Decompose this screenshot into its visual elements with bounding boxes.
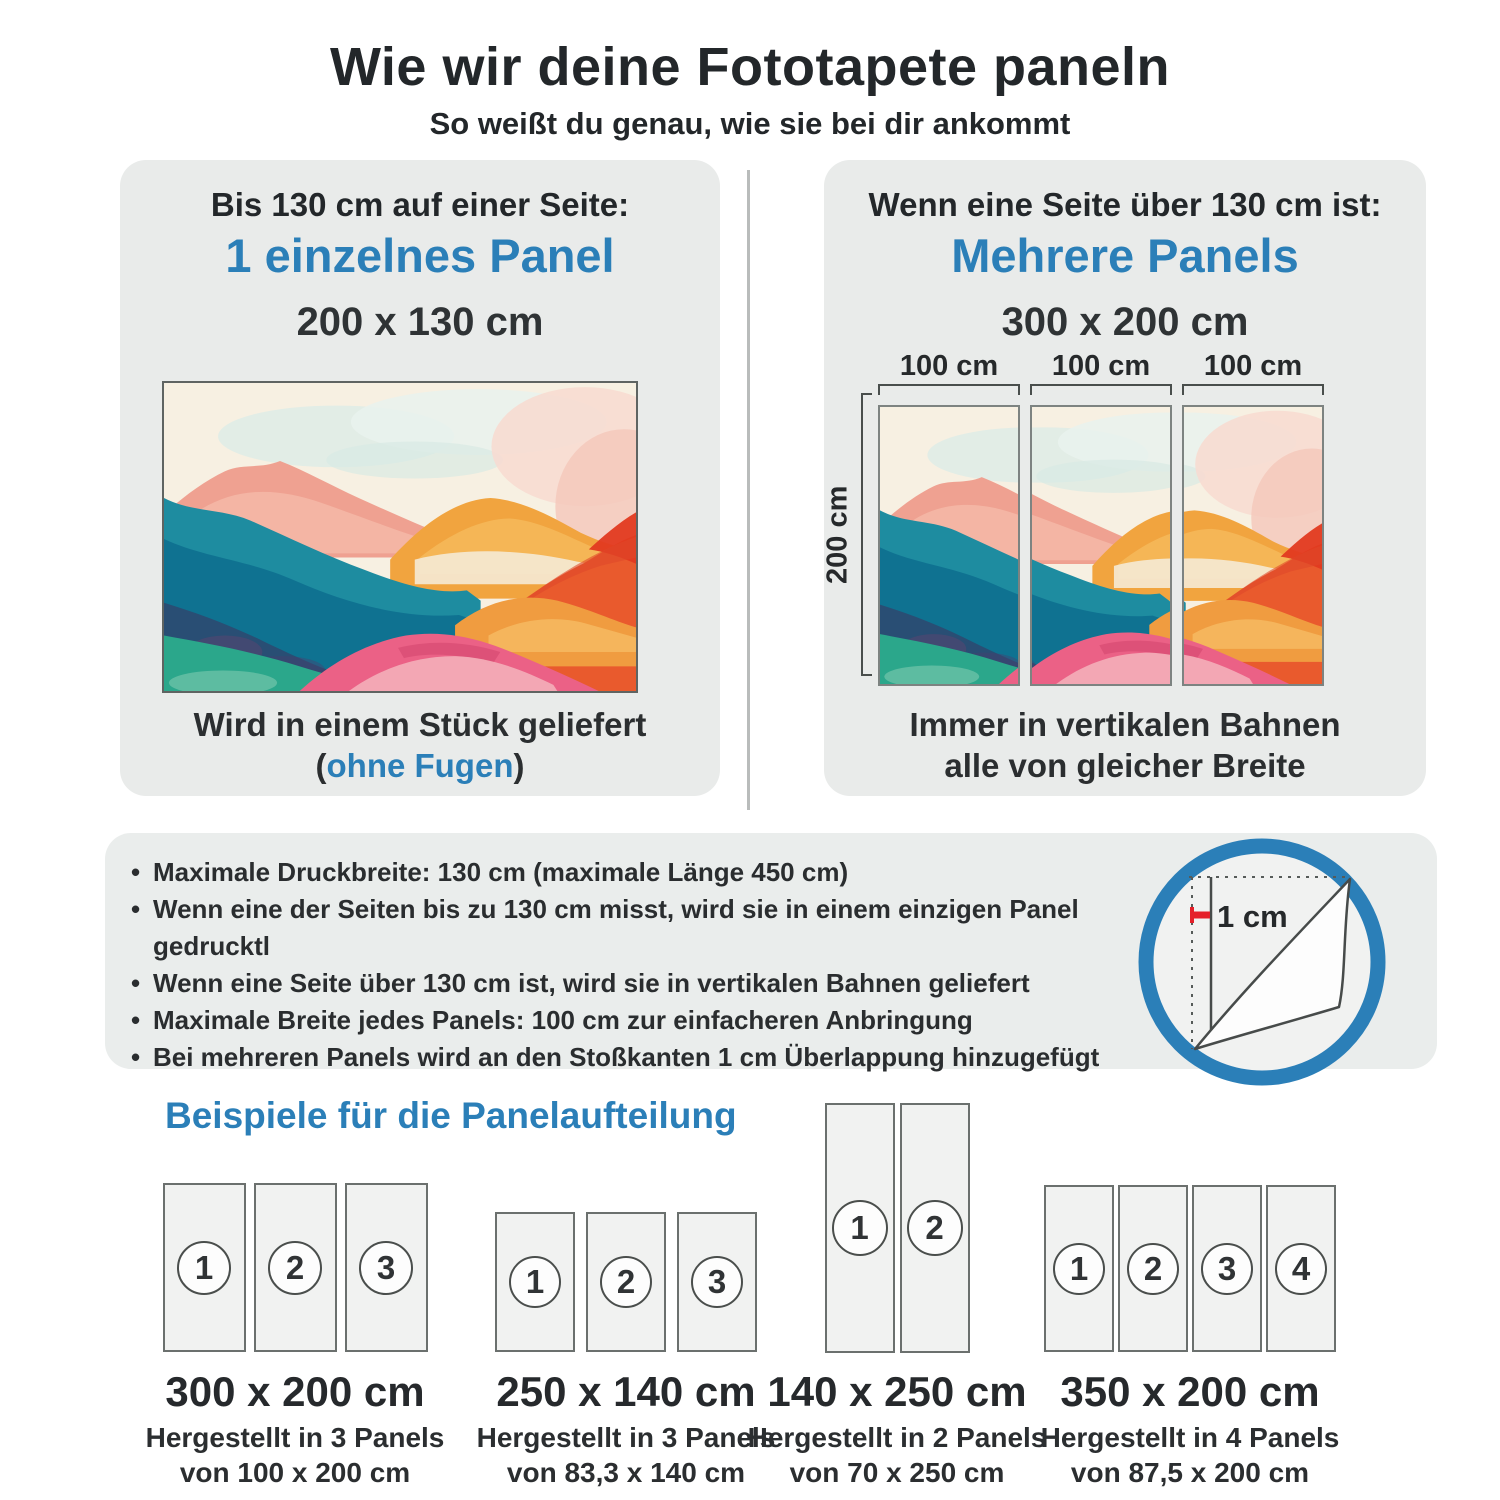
multi-panel-result: Mehrere Panels (951, 229, 1299, 282)
panel-number: 1 (1053, 1242, 1105, 1295)
example-of: von 70 x 250 cm (789, 1457, 1005, 1488)
example-made: Hergestellt in 3 Panels (145, 1422, 445, 1453)
artwork-slice-1 (878, 405, 1020, 686)
panel-number: 2 (1127, 1242, 1179, 1295)
multi-panel-card: Wenn eine Seite über 130 cm ist: Mehrere… (822, 160, 1426, 796)
overlap-label: 1 cm (1217, 899, 1288, 934)
panel-diagram: 1 2 3 4 (1040, 1185, 1340, 1352)
panel-number: 2 (906, 1200, 963, 1256)
panel-number: 3 (691, 1256, 743, 1308)
single-panel-condition: Bis 130 cm auf einer Seite: (210, 186, 630, 223)
caption-line2: alle von gleicher Breite (944, 747, 1306, 784)
panel-4: 4 (1266, 1185, 1336, 1352)
multi-panel-caption: Immer in vertikalen Bahnen alle von glei… (824, 704, 1426, 786)
height-bracket (861, 393, 872, 676)
width-bracket-2 (1030, 384, 1172, 395)
rule-item: Bei mehreren Panels wird an den Stoßkant… (127, 1039, 1167, 1076)
single-panel-artwork (162, 381, 638, 693)
caption-highlight: ohne Fugen (326, 747, 514, 784)
card-divider (747, 170, 750, 810)
example-size: 350 x 200 cm (1060, 1368, 1320, 1415)
rule-item: Maximale Druckbreite: 130 cm (maximale L… (127, 854, 1167, 891)
multi-panel-condition: Wenn eine Seite über 130 cm ist: (868, 186, 1382, 223)
panel-2: 2 (586, 1212, 666, 1352)
panel-1: 1 (1044, 1185, 1114, 1352)
caption-line1: Wird in einem Stück geliefert (193, 706, 647, 743)
panel-number: 3 (359, 1240, 413, 1295)
single-panel-size: 200 x 130 cm (296, 300, 544, 344)
width-bracket-1 (878, 384, 1020, 395)
panel-1: 1 (824, 1103, 895, 1353)
example-made: Hergestellt in 2 Panels (747, 1422, 1047, 1453)
example-made: Hergestellt in 4 Panels (1040, 1422, 1340, 1453)
panel-number: 2 (600, 1256, 652, 1308)
single-panel-card: Bis 130 cm auf einer Seite: 1 einzelnes … (120, 160, 720, 796)
watercolor-slice-3 (1184, 407, 1322, 684)
multi-panel-size: 300 x 200 cm (1001, 300, 1249, 344)
rule-item: Wenn eine der Seiten bis zu 130 cm misst… (127, 891, 1167, 965)
caption-line1: Immer in vertikalen Bahnen (909, 706, 1341, 743)
width-label-1: 100 cm (899, 350, 999, 382)
example-of: von 87,5 x 200 cm (1070, 1457, 1310, 1488)
example-made: Hergestellt in 3 Panels (476, 1422, 776, 1453)
example-size: 300 x 200 cm (165, 1368, 425, 1415)
panel-3: 3 (344, 1183, 428, 1352)
panel-3: 3 (677, 1212, 757, 1352)
panel-2: 2 (1118, 1185, 1188, 1352)
artwork-slice-2 (1030, 405, 1172, 686)
rule-item: Wenn eine Seite über 130 cm ist, wird si… (127, 965, 1167, 1002)
rules-list: Maximale Druckbreite: 130 cm (maximale L… (127, 854, 1167, 1076)
panel-number: 3 (1201, 1242, 1253, 1295)
example-size: 140 x 250 cm (767, 1368, 1027, 1415)
panel-number: 2 (268, 1240, 322, 1295)
panel-1: 1 (495, 1212, 575, 1352)
height-label: 200 cm (821, 485, 854, 584)
overlap-badge-icon: 1 cm (1138, 838, 1386, 1086)
example-of: von 83,3 x 140 cm (506, 1457, 746, 1488)
panel-number: 1 (831, 1200, 888, 1256)
caption-paren-open: ( (315, 747, 327, 784)
artwork-slice-3 (1182, 405, 1324, 686)
single-panel-result: 1 einzelnes Panel (225, 229, 615, 282)
page-curl-icon (1193, 877, 1352, 1051)
page-title: Wie wir deine Fototapete paneln (329, 37, 1171, 97)
rule-item: Maximale Breite jedes Panels: 100 cm zur… (127, 1002, 1167, 1039)
width-label-2: 100 cm (1051, 350, 1151, 382)
panel-diagram: 1 2 (747, 1103, 1047, 1353)
example-of: von 100 x 200 cm (179, 1457, 411, 1488)
examples-heading: Beispiele für die Panelaufteilung (165, 1095, 737, 1136)
multi-panel-artwork (878, 405, 1324, 686)
panel-diagram: 1 2 3 (145, 1183, 445, 1352)
example-size: 250 x 140 cm (496, 1368, 756, 1415)
width-bracket-3 (1182, 384, 1324, 395)
panel-2: 2 (899, 1103, 970, 1353)
panel-number: 1 (509, 1256, 561, 1308)
width-label-3: 100 cm (1203, 350, 1303, 382)
single-panel-caption: Wird in einem Stück geliefert (ohne Fuge… (120, 704, 720, 786)
watercolor-slice-1 (880, 407, 1018, 684)
watercolor-image (164, 383, 636, 691)
page-subtitle: So weißt du genau, wie sie bei dir ankom… (429, 106, 1071, 141)
watercolor-slice-2 (1032, 407, 1170, 684)
panel-number: 4 (1275, 1242, 1327, 1295)
panel-1: 1 (162, 1183, 246, 1352)
panel-2: 2 (253, 1183, 337, 1352)
panel-3: 3 (1192, 1185, 1262, 1352)
caption-paren-close: ) (513, 747, 525, 784)
panel-number: 1 (177, 1240, 231, 1295)
panel-diagram: 1 2 3 (476, 1212, 776, 1352)
